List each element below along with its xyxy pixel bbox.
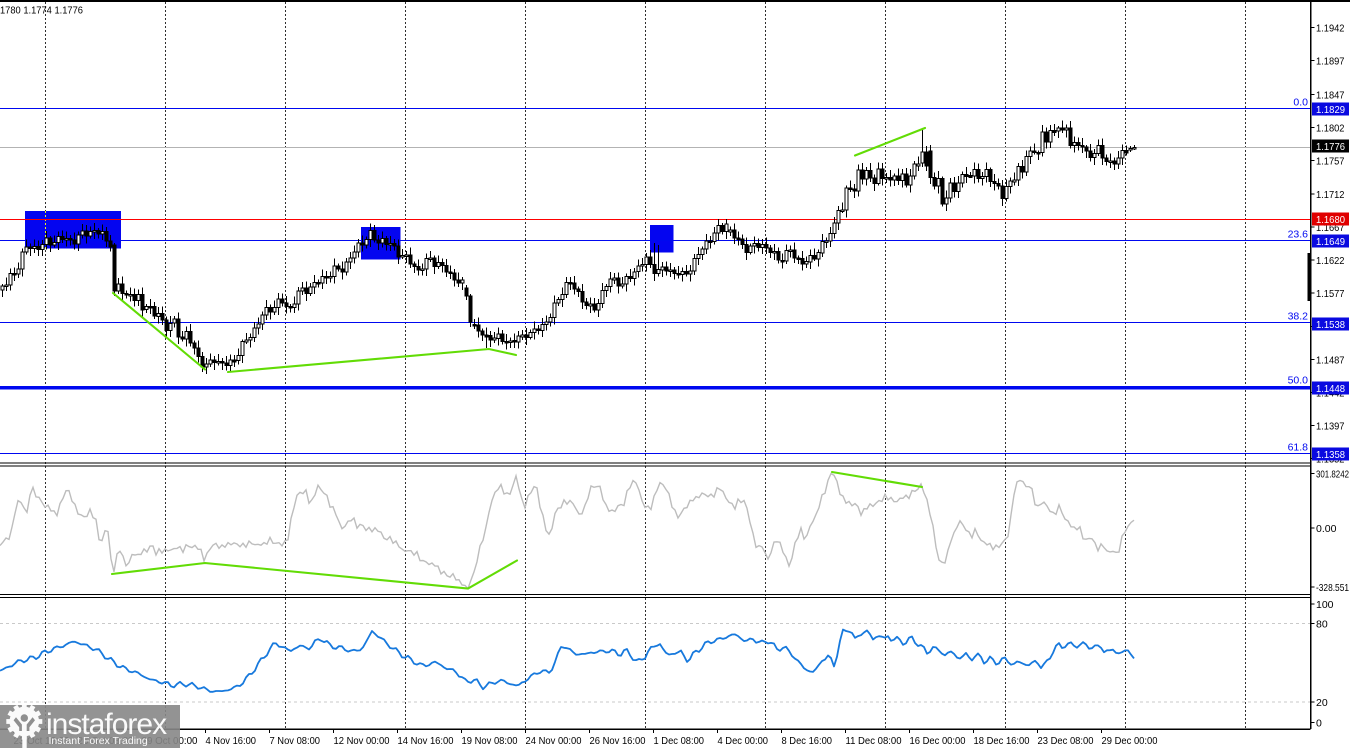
svg-text:1.1897: 1.1897 <box>1316 55 1345 67</box>
svg-text:1.1847: 1.1847 <box>1316 89 1345 101</box>
svg-text:instaforex: instaforex <box>46 708 167 741</box>
svg-text:Instant Forex Trading: Instant Forex Trading <box>49 735 148 747</box>
svg-text:18 Dec 16:00: 18 Dec 16:00 <box>974 735 1030 747</box>
svg-text:50.0: 50.0 <box>1288 375 1309 387</box>
svg-text:12 Nov 00:00: 12 Nov 00:00 <box>334 735 390 747</box>
svg-text:23 Dec 08:00: 23 Dec 08:00 <box>1038 735 1094 747</box>
svg-text:1.1622: 1.1622 <box>1316 255 1345 267</box>
svg-text:61.8: 61.8 <box>1288 442 1309 454</box>
svg-text:1.1680: 1.1680 <box>1316 214 1345 226</box>
svg-text:23.6: 23.6 <box>1288 229 1309 241</box>
svg-text:24 Nov 00:00: 24 Nov 00:00 <box>526 735 582 747</box>
svg-text:0: 0 <box>1316 717 1322 729</box>
svg-text:1.1942: 1.1942 <box>1316 22 1345 34</box>
svg-text:1.1397: 1.1397 <box>1316 420 1345 432</box>
svg-text:1780 1.1774 1.1776: 1780 1.1774 1.1776 <box>0 5 83 17</box>
svg-text:1.1577: 1.1577 <box>1316 288 1345 300</box>
svg-text:4 Nov 16:00: 4 Nov 16:00 <box>206 735 257 747</box>
svg-text:4 Dec 00:00: 4 Dec 00:00 <box>718 735 769 747</box>
svg-text:0.00: 0.00 <box>1316 523 1337 535</box>
svg-text:-328.551: -328.551 <box>1316 582 1349 594</box>
svg-text:301.8242: 301.8242 <box>1316 468 1349 480</box>
svg-text:1.1712: 1.1712 <box>1316 189 1345 201</box>
svg-text:8 Dec 16:00: 8 Dec 16:00 <box>782 735 833 747</box>
svg-text:1.1448: 1.1448 <box>1316 383 1345 395</box>
svg-text:14 Nov 16:00: 14 Nov 16:00 <box>398 735 454 747</box>
svg-text:100: 100 <box>1316 599 1334 611</box>
svg-text:19 Nov 08:00: 19 Nov 08:00 <box>462 735 518 747</box>
svg-text:11 Dec 08:00: 11 Dec 08:00 <box>846 735 902 747</box>
svg-text:1.1538: 1.1538 <box>1316 319 1345 331</box>
svg-text:1.1649: 1.1649 <box>1316 236 1345 248</box>
svg-text:0.0: 0.0 <box>1293 97 1308 109</box>
svg-text:1.1487: 1.1487 <box>1316 354 1345 366</box>
svg-text:1.1829: 1.1829 <box>1316 104 1345 116</box>
svg-text:1 Dec 08:00: 1 Dec 08:00 <box>654 735 705 747</box>
svg-text:1.1776: 1.1776 <box>1316 141 1345 153</box>
svg-text:38.2: 38.2 <box>1288 311 1309 323</box>
svg-text:26 Nov 16:00: 26 Nov 16:00 <box>590 735 646 747</box>
svg-text:1.1358: 1.1358 <box>1316 449 1345 461</box>
svg-text:1.1802: 1.1802 <box>1316 122 1345 134</box>
svg-text:20: 20 <box>1316 697 1328 709</box>
svg-text:16 Dec 00:00: 16 Dec 00:00 <box>910 735 966 747</box>
svg-text:1.1757: 1.1757 <box>1316 155 1345 167</box>
svg-text:7 Nov 08:00: 7 Nov 08:00 <box>270 735 321 747</box>
svg-text:80: 80 <box>1316 618 1328 630</box>
svg-text:29 Dec 00:00: 29 Dec 00:00 <box>1102 735 1158 747</box>
